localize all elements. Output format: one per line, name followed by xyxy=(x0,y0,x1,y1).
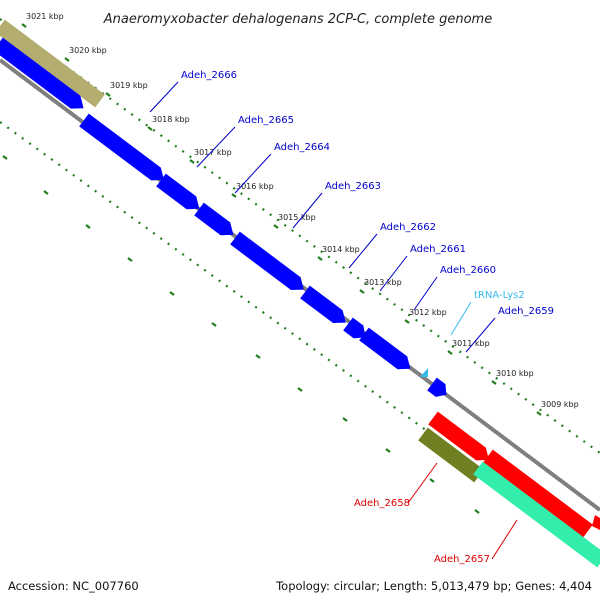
tick-mark-lower xyxy=(385,448,391,453)
tick-mark-upper xyxy=(64,57,70,62)
gene-forward-7 xyxy=(359,327,411,370)
tick-label: 3012 kbp xyxy=(409,308,447,317)
gene-label-leader xyxy=(292,192,323,229)
tick-label: 3020 kbp xyxy=(69,46,107,55)
tick-label: 3019 kbp xyxy=(110,81,148,90)
gene-forward-6 xyxy=(343,317,366,339)
misc-feature-aqua xyxy=(473,461,600,568)
gene-label: Adeh_2661 xyxy=(410,244,466,255)
gene-label: Adeh_2659 xyxy=(498,306,554,317)
tick-mark-lower xyxy=(211,322,217,327)
tick-label: 3011 kbp xyxy=(452,339,490,348)
gene-forward-2 xyxy=(156,173,200,210)
tick-label: 3018 kbp xyxy=(152,115,190,124)
tick-mark-lower xyxy=(255,354,261,359)
tick-mark-upper xyxy=(273,224,279,229)
tick-mark-upper xyxy=(317,256,323,261)
gene-label-leader xyxy=(450,301,472,336)
tick-label: 3013 kbp xyxy=(364,278,402,287)
gene-forward-1 xyxy=(79,113,164,181)
gene-forward-0 xyxy=(0,37,84,109)
tick-label: 3015 kbp xyxy=(278,213,316,222)
tick-mark-upper xyxy=(105,92,111,97)
tick-mark-lower xyxy=(474,509,480,514)
accession-label: Accession: NC_007760 xyxy=(8,579,139,593)
tick-mark-upper xyxy=(21,23,27,28)
tick-mark-upper xyxy=(536,411,542,416)
tick-mark-upper xyxy=(404,319,410,324)
tick-mark-lower xyxy=(429,478,435,483)
tick-mark-upper xyxy=(447,350,453,355)
gene-label: Adeh_2658 xyxy=(354,498,410,509)
gene-forward-8 xyxy=(427,377,447,397)
gene-label: Adeh_2665 xyxy=(238,115,294,126)
upper-dotted-scale xyxy=(0,18,600,454)
tick-mark-lower xyxy=(169,291,175,296)
tick-label: 3009 kbp xyxy=(541,400,579,409)
gene-label-leader xyxy=(196,126,236,168)
misc-feature-tan xyxy=(0,19,105,108)
gene-label: tRNA-Lys2 xyxy=(474,290,525,301)
gene-forward-3 xyxy=(194,202,234,236)
misc-feature-olive xyxy=(418,427,484,483)
gene-label-leader xyxy=(348,233,378,269)
tick-mark-lower xyxy=(342,417,348,422)
gene-reverse-1 xyxy=(483,449,593,538)
gene-label-leader xyxy=(413,276,438,311)
gene-forward-5 xyxy=(300,285,346,323)
tick-label: 3016 kbp xyxy=(236,182,274,191)
gene-reverse-edge xyxy=(592,515,600,530)
tick-label: 3021 kbp xyxy=(26,12,64,21)
gene-label-leader xyxy=(465,317,496,353)
tick-mark-upper xyxy=(359,289,365,294)
tick-mark-lower xyxy=(2,155,8,160)
gene-label: Adeh_2663 xyxy=(325,181,381,192)
tick-label: 3014 kbp xyxy=(322,245,360,254)
tick-mark-upper xyxy=(147,126,153,131)
tick-mark-lower xyxy=(43,190,49,195)
tick-mark-upper xyxy=(189,159,195,164)
gene-reverse-0 xyxy=(428,411,489,461)
gene-label: Adeh_2660 xyxy=(440,265,496,276)
gene-label: Adeh_2662 xyxy=(380,222,436,233)
trna-feature xyxy=(420,368,428,377)
gene-label-leader xyxy=(149,81,179,113)
tick-mark-lower xyxy=(127,257,133,262)
gene-label-leader xyxy=(379,255,408,292)
tick-label: 3010 kbp xyxy=(496,369,534,378)
gene-label: Adeh_2666 xyxy=(181,70,237,81)
gene-forward-4 xyxy=(230,231,304,290)
tick-label: 3017 kbp xyxy=(194,148,232,157)
gene-label-leader xyxy=(407,462,438,504)
topology-summary: Topology: circular; Length: 5,013,479 bp… xyxy=(276,579,592,593)
gene-label-leader xyxy=(234,153,272,194)
gene-label-leader xyxy=(491,519,518,560)
lower-dotted-scale xyxy=(0,121,600,557)
tick-mark-lower xyxy=(85,224,91,229)
gene-label: Adeh_2657 xyxy=(434,554,490,565)
map-title: Anaeromyxobacter dehalogenans 2CP-C, com… xyxy=(103,12,492,27)
tick-mark-upper xyxy=(491,380,497,385)
tick-mark-lower xyxy=(297,387,303,392)
tick-mark-upper xyxy=(231,193,237,198)
gene-label: Adeh_2664 xyxy=(274,142,330,153)
